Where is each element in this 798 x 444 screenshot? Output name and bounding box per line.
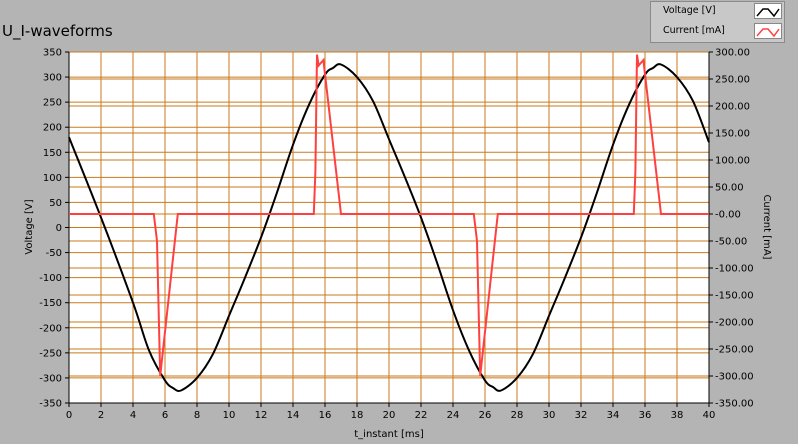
legend-swatch-voltage [754, 3, 782, 19]
y-tick-label: -100 [39, 273, 62, 284]
x-tick-label: 12 [255, 410, 268, 421]
y2-tick-label: 200.00 [715, 102, 750, 113]
legend-label-voltage: Voltage [V] [663, 5, 716, 16]
y-tick-label: -250 [39, 348, 62, 359]
y-tick-label: -150 [39, 298, 62, 309]
y-tick-label: 100 [43, 173, 62, 184]
y-tick-label: -300 [39, 373, 62, 384]
y-tick-label: 150 [43, 148, 62, 159]
x-tick-label: 2 [98, 410, 104, 421]
legend-item-voltage: Voltage [V] [651, 2, 784, 22]
y-axis-left: 350 300 250 200 150 100 50 0 -50 -100 -150 -200 -250… [39, 48, 70, 410]
y2-tick-label: -250.00 [715, 345, 754, 356]
legend-item-current: Current [mA] [651, 22, 784, 42]
chart-title: U_I-waveforms [2, 22, 113, 40]
y2-tick-label: 150.00 [715, 129, 750, 140]
legend-swatch-current [754, 23, 782, 39]
series-line-voltage [68, 63, 710, 393]
y-tick-label: 200 [43, 123, 62, 134]
y2-tick-label: -50.00 [715, 237, 747, 248]
y2-tick-label: -300.00 [715, 372, 754, 383]
line-style-icon [756, 8, 780, 18]
series-line-current [69, 54, 709, 377]
x-tick-label: 8 [194, 410, 200, 421]
x-tick-label: 40 [703, 410, 716, 421]
x-tick-label: 36 [639, 410, 652, 421]
x-tick-label: 6 [162, 410, 168, 421]
y2-tick-label: -350.00 [715, 399, 754, 410]
x-tick-label: 20 [383, 410, 396, 421]
x-tick-label: 28 [511, 410, 524, 421]
y2-tick-label: -100.00 [715, 264, 754, 275]
y2-tick-label: 300.00 [715, 48, 750, 59]
x-tick-label: 10 [223, 410, 236, 421]
y2-tick-label: -150.00 [715, 291, 754, 302]
x-tick-label: 4 [130, 410, 136, 421]
y-tick-label: 350 [43, 48, 62, 59]
x-tick-label: 14 [287, 410, 300, 421]
x-tick-label: 22 [415, 410, 428, 421]
y-axis-right: 300.00 250.00 200.00 150.00 100.00 50.00 -0.00… [708, 48, 754, 410]
x-tick-label: 0 [66, 410, 72, 421]
y-tick-label: 250 [43, 98, 62, 109]
x-axis: 0 2 4 6 8 10 12 14 16 18 20 22 24 26 28 30 32 34 36 38 40 [66, 402, 716, 421]
x-tick-label: 24 [447, 410, 460, 421]
x-tick-label: 38 [671, 410, 684, 421]
y-axis-label: Voltage [V] [24, 199, 35, 254]
y-tick-label: 0 [56, 223, 62, 234]
line-style-icon [756, 28, 780, 38]
x-tick-label: 34 [607, 410, 620, 421]
y2-axis-label: Current [mA] [761, 194, 772, 259]
y-tick-label: -350 [39, 399, 62, 410]
x-tick-label: 30 [543, 410, 556, 421]
y2-tick-label: -0.00 [715, 210, 741, 221]
y-tick-label: -50 [46, 248, 62, 259]
y-tick-label: 50 [49, 198, 62, 209]
y-tick-label: -200 [39, 323, 62, 334]
y2-tick-label: 50.00 [715, 183, 744, 194]
legend: Voltage [V] Current [mA] [650, 1, 785, 43]
y2-tick-label: -200.00 [715, 318, 754, 329]
x-tick-label: 26 [479, 410, 492, 421]
x-tick-label: 16 [319, 410, 332, 421]
y-tick-label: 300 [43, 73, 62, 84]
grid [68, 51, 710, 404]
x-tick-label: 32 [575, 410, 588, 421]
series-group [68, 54, 710, 393]
y2-tick-label: 100.00 [715, 156, 750, 167]
y2-tick-label: 250.00 [715, 75, 750, 86]
x-axis-label: t_instant [ms] [354, 429, 424, 440]
x-tick-label: 18 [351, 410, 364, 421]
legend-label-current: Current [mA] [663, 25, 725, 36]
